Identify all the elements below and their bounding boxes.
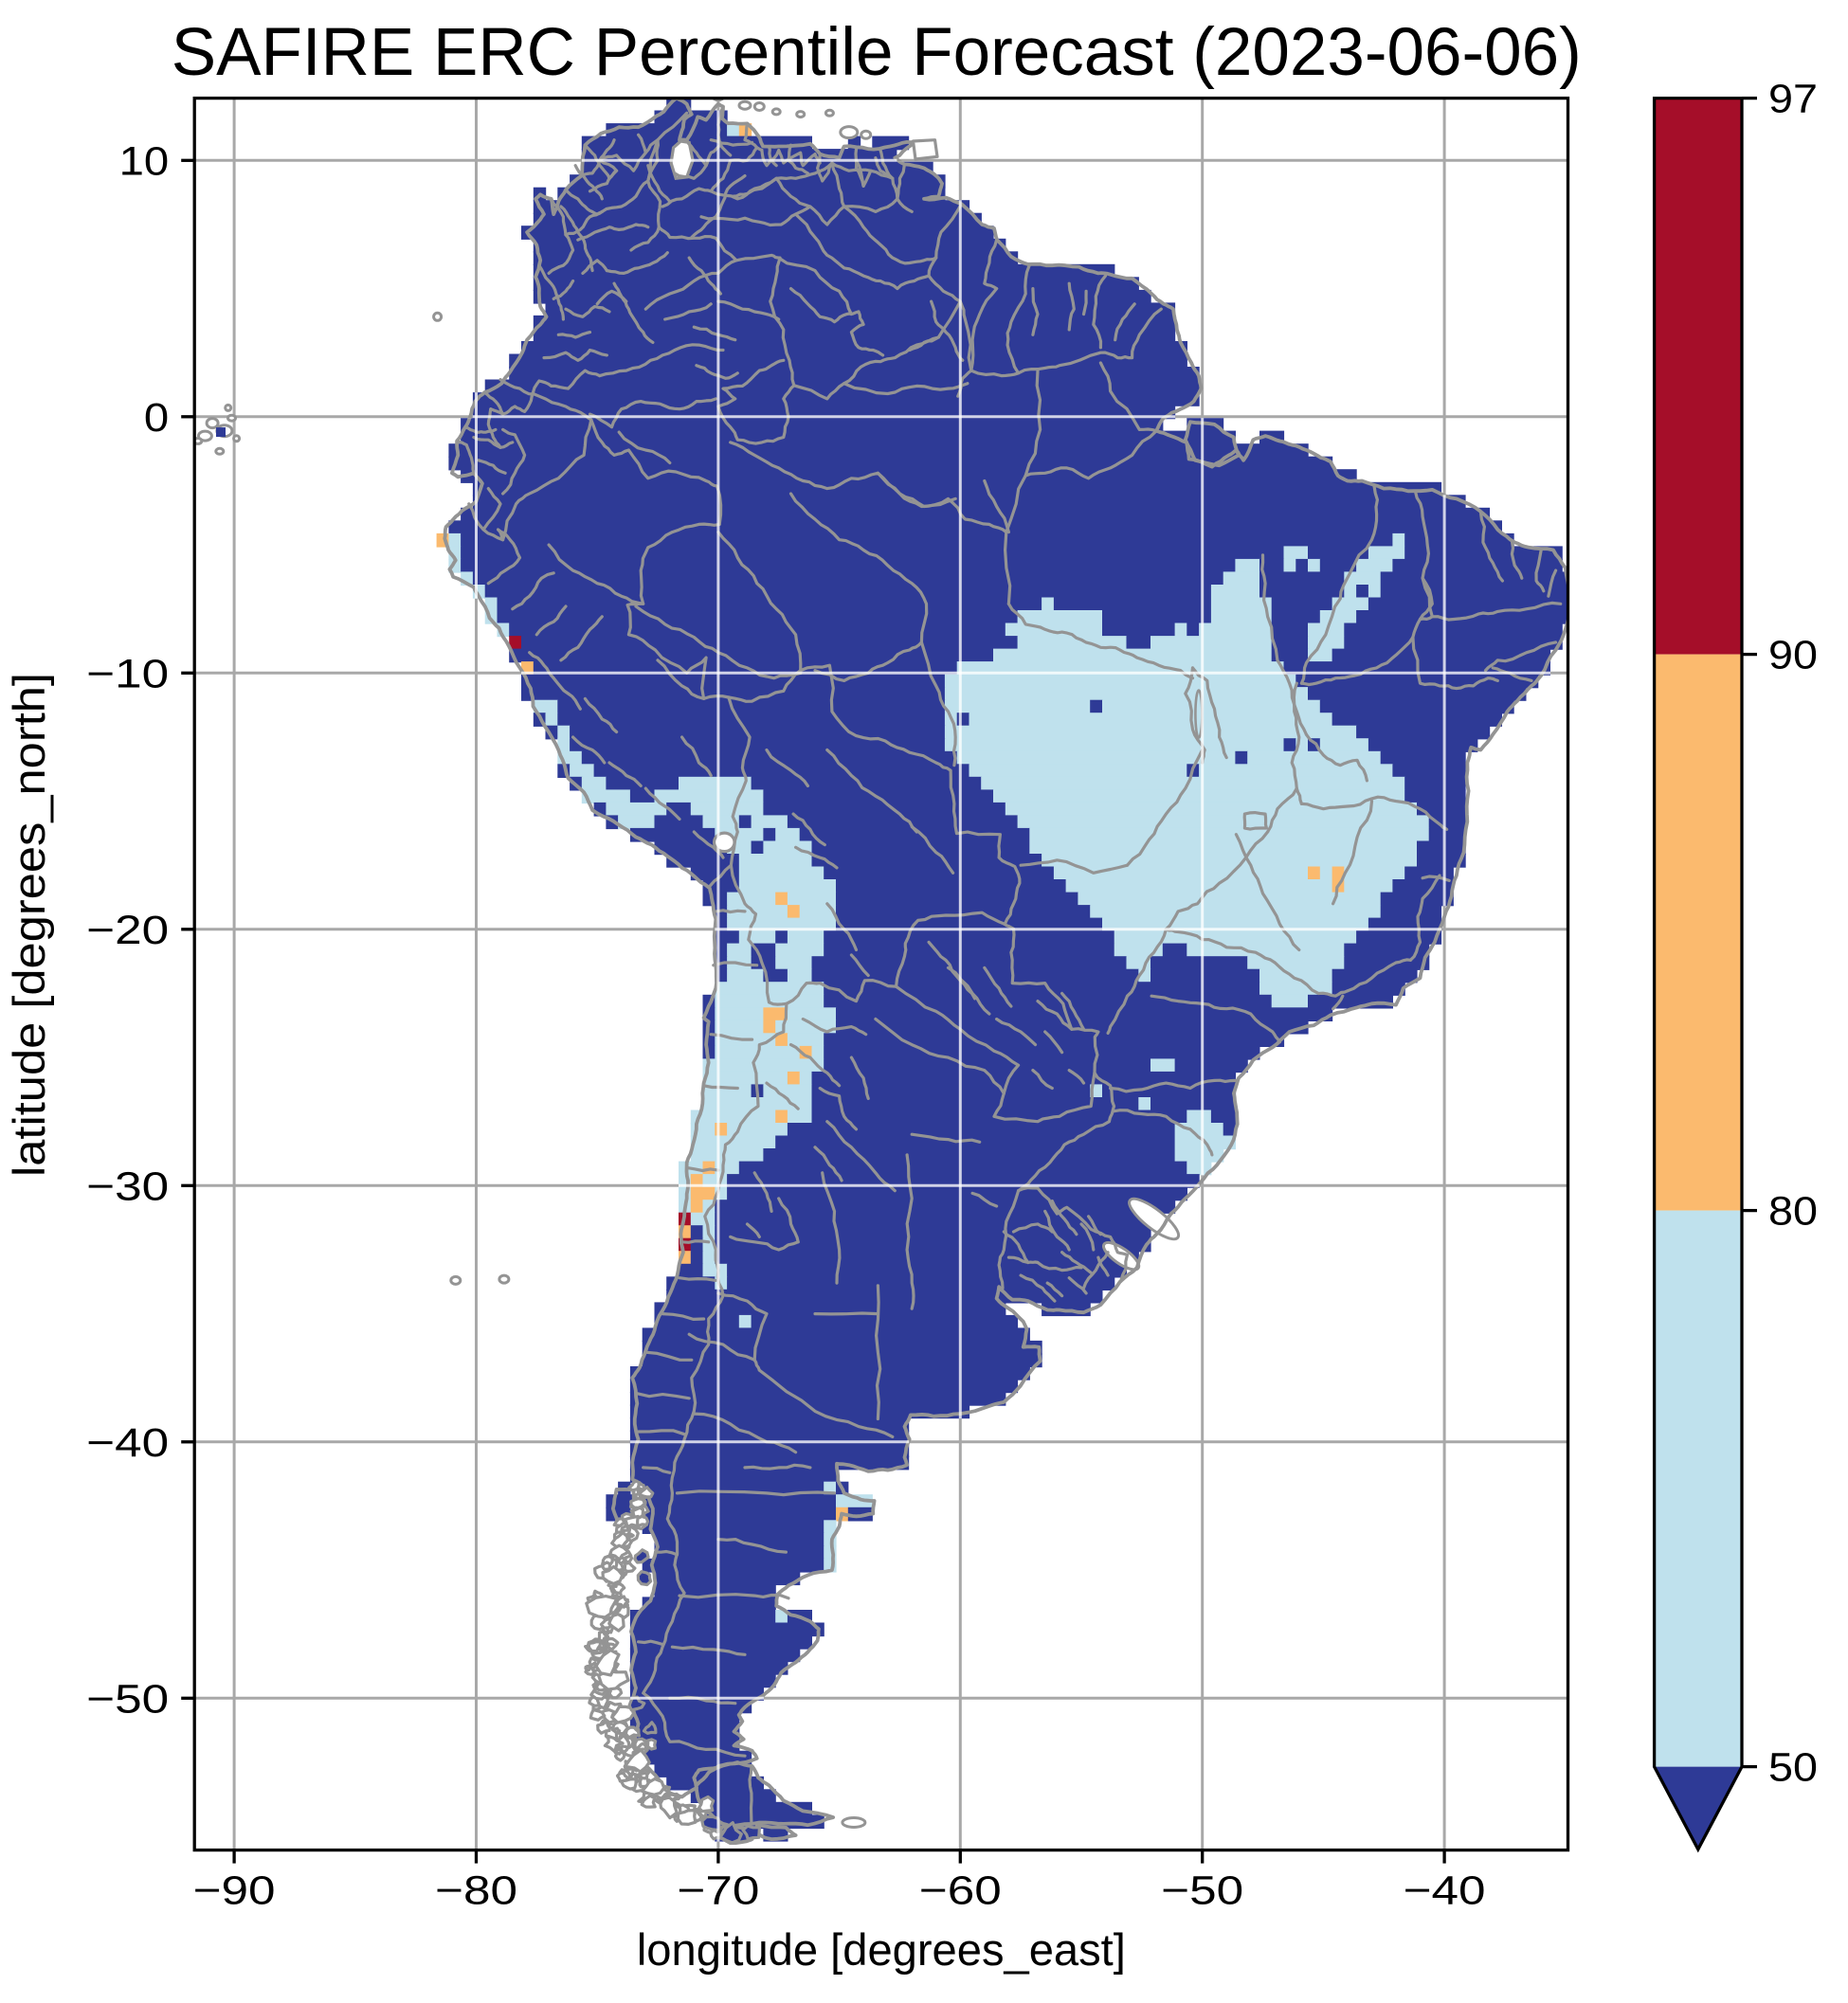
svg-text:longitude [degrees_east]: longitude [degrees_east] [637,1924,1126,1975]
svg-text:−20: −20 [86,908,169,953]
svg-text:−50: −50 [1161,1868,1243,1914]
svg-text:−70: −70 [677,1868,759,1914]
svg-text:50: 50 [1768,1745,1818,1791]
svg-text:−30: −30 [86,1164,169,1209]
svg-text:80: 80 [1768,1189,1818,1235]
svg-text:0: 0 [144,395,169,441]
svg-text:SAFIRE ERC Percentile Forecast: SAFIRE ERC Percentile Forecast (2023-06-… [172,15,1582,90]
svg-text:−90: −90 [193,1868,276,1914]
svg-text:90: 90 [1768,633,1818,678]
svg-text:−50: −50 [86,1676,169,1722]
svg-text:−40: −40 [1404,1868,1486,1914]
svg-text:latitude [degrees_north]: latitude [degrees_north] [4,673,54,1177]
svg-text:−60: −60 [919,1868,1002,1914]
svg-text:−80: −80 [435,1868,517,1914]
svg-text:97: 97 [1768,77,1818,122]
svg-text:10: 10 [119,138,170,184]
svg-text:−40: −40 [86,1420,169,1466]
svg-text:−10: −10 [86,651,169,696]
